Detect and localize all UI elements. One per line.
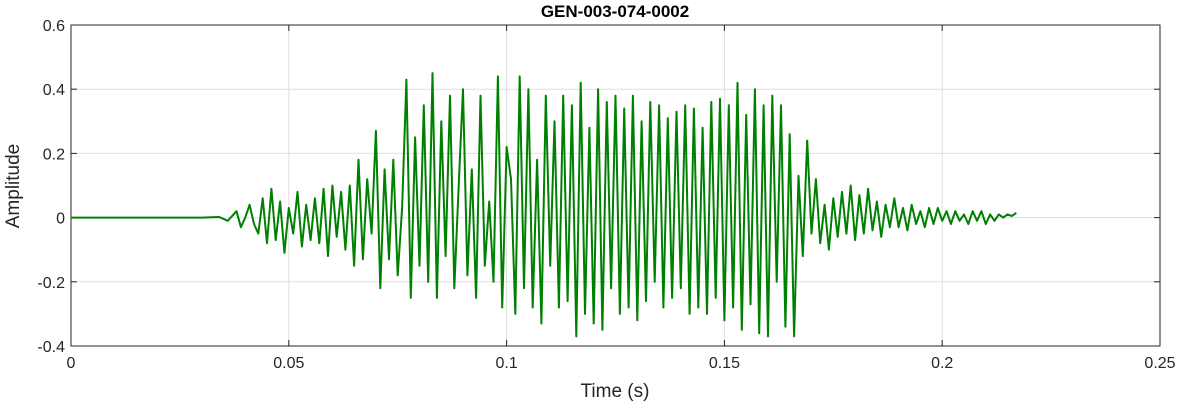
y-tick-label: -0.2 xyxy=(37,275,65,292)
series-layer xyxy=(71,72,1017,338)
x-axis-label: Time (s) xyxy=(581,381,650,402)
x-tick-label: 0.25 xyxy=(1144,355,1175,372)
chart-title: GEN-003-074-0002 xyxy=(541,2,689,21)
x-tick-label: 0.05 xyxy=(273,355,304,372)
x-tick-label: 0 xyxy=(67,355,76,372)
x-tick-label: 0.2 xyxy=(931,355,953,372)
x-tick-label: 0.15 xyxy=(709,355,740,372)
y-tick-label: 0 xyxy=(56,211,65,228)
y-tick-label: 0.2 xyxy=(43,146,65,163)
y-axis-label: Amplitude xyxy=(3,144,24,229)
y-tick-label: -0.4 xyxy=(37,339,65,356)
y-tick-label: 0.6 xyxy=(43,18,65,35)
series-line xyxy=(71,72,1017,338)
y-tick-label: 0.4 xyxy=(43,82,65,99)
plot-frame xyxy=(70,24,1161,347)
axis-ticks: 0 0.05 0.1 0.15 0.2 0.25 -0.4 -0.2 0 0.2 0.4 0.6 xyxy=(37,18,1175,372)
x-tick-label: 0.1 xyxy=(495,355,517,372)
